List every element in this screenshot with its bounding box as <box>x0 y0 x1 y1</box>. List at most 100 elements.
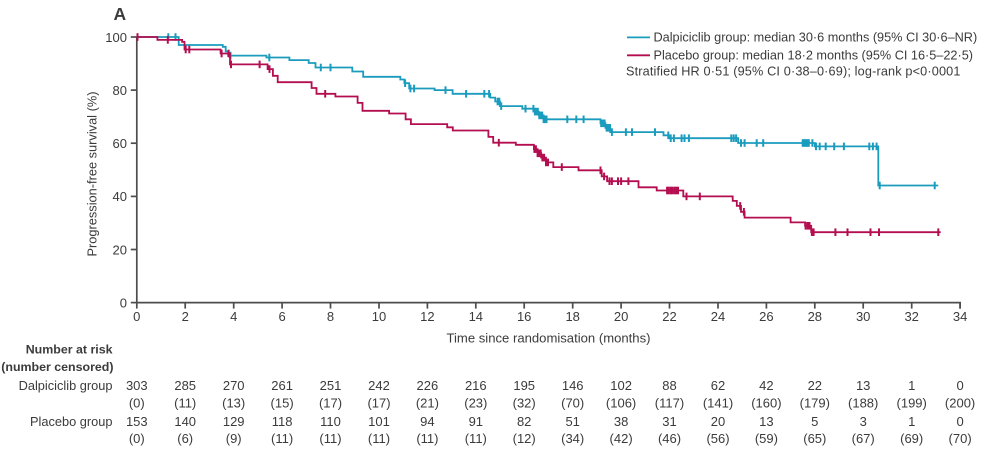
svg-text:8: 8 <box>327 309 334 324</box>
svg-text:(65): (65) <box>803 431 826 446</box>
svg-text:216: 216 <box>465 378 487 393</box>
svg-text:1: 1 <box>908 414 915 429</box>
svg-text:226: 226 <box>417 378 439 393</box>
svg-text:0: 0 <box>120 295 127 310</box>
svg-text:40: 40 <box>113 189 127 204</box>
svg-text:261: 261 <box>271 378 293 393</box>
svg-text:129: 129 <box>223 414 245 429</box>
svg-text:(11): (11) <box>465 431 487 446</box>
svg-text:(12): (12) <box>513 431 536 446</box>
svg-text:Number at risk: Number at risk <box>26 343 113 357</box>
svg-text:(17): (17) <box>367 396 390 411</box>
svg-text:60: 60 <box>113 136 127 151</box>
svg-text:(34): (34) <box>561 431 584 446</box>
svg-text:22: 22 <box>662 309 676 324</box>
svg-text:195: 195 <box>513 378 535 393</box>
svg-text:(160): (160) <box>751 396 781 411</box>
svg-text:34: 34 <box>953 309 967 324</box>
svg-text:0: 0 <box>956 378 963 393</box>
svg-text:118: 118 <box>272 414 293 429</box>
svg-text:(67): (67) <box>852 431 875 446</box>
svg-text:51: 51 <box>565 414 579 429</box>
svg-text:140: 140 <box>174 414 196 429</box>
svg-text:2: 2 <box>182 309 189 324</box>
svg-text:62: 62 <box>711 378 725 393</box>
svg-text:153: 153 <box>126 414 148 429</box>
svg-text:(15): (15) <box>271 396 294 411</box>
svg-text:38: 38 <box>614 414 628 429</box>
svg-text:14: 14 <box>469 309 483 324</box>
svg-text:(6): (6) <box>177 431 193 446</box>
svg-text:270: 270 <box>223 378 245 393</box>
svg-text:0: 0 <box>133 309 140 324</box>
svg-text:12: 12 <box>420 309 434 324</box>
svg-text:13: 13 <box>759 414 773 429</box>
svg-text:A: A <box>114 4 127 24</box>
svg-text:91: 91 <box>469 414 483 429</box>
svg-text:(141): (141) <box>703 396 733 411</box>
svg-text:(188): (188) <box>848 396 878 411</box>
svg-text:(70): (70) <box>949 431 972 446</box>
svg-text:13: 13 <box>856 378 870 393</box>
svg-text:(23): (23) <box>464 396 487 411</box>
svg-text:32: 32 <box>904 309 918 324</box>
svg-text:(11): (11) <box>319 431 341 446</box>
svg-text:285: 285 <box>174 378 196 393</box>
svg-text:(11): (11) <box>174 396 196 411</box>
svg-text:(number censored): (number censored) <box>1 360 113 374</box>
svg-text:303: 303 <box>126 378 148 393</box>
svg-text:20: 20 <box>711 414 725 429</box>
svg-text:20: 20 <box>113 242 127 257</box>
svg-text:(21): (21) <box>416 396 439 411</box>
svg-text:80: 80 <box>113 83 127 98</box>
svg-text:26: 26 <box>759 309 773 324</box>
svg-text:94: 94 <box>420 414 434 429</box>
svg-text:1: 1 <box>908 378 915 393</box>
svg-text:Time since randomisation (mont: Time since randomisation (months) <box>447 330 651 345</box>
svg-text:(11): (11) <box>416 431 438 446</box>
svg-text:(106): (106) <box>606 396 636 411</box>
svg-text:(200): (200) <box>945 396 975 411</box>
svg-text:82: 82 <box>517 414 531 429</box>
svg-text:251: 251 <box>320 378 342 393</box>
svg-text:(70): (70) <box>561 396 584 411</box>
svg-text:(0): (0) <box>129 431 145 446</box>
svg-text:24: 24 <box>711 309 725 324</box>
svg-text:4: 4 <box>230 309 237 324</box>
svg-text:Progression-free survival (%): Progression-free survival (%) <box>85 92 100 257</box>
svg-text:Placebo group: Placebo group <box>30 414 113 429</box>
svg-text:(46): (46) <box>658 431 681 446</box>
svg-text:(0): (0) <box>129 396 145 411</box>
svg-text:(59): (59) <box>755 431 778 446</box>
svg-text:(9): (9) <box>226 431 242 446</box>
svg-text:146: 146 <box>562 378 584 393</box>
svg-text:42: 42 <box>759 378 773 393</box>
svg-text:Placebo group: median 18·2 mon: Placebo group: median 18·2 months (95% C… <box>654 49 974 63</box>
svg-text:22: 22 <box>808 378 822 393</box>
svg-text:242: 242 <box>368 378 390 393</box>
svg-text:6: 6 <box>278 309 285 324</box>
svg-text:100: 100 <box>105 30 127 45</box>
svg-text:(11): (11) <box>368 431 390 446</box>
svg-text:(117): (117) <box>655 396 684 411</box>
svg-text:3: 3 <box>860 414 867 429</box>
svg-text:5: 5 <box>811 414 818 429</box>
svg-text:(199): (199) <box>897 396 927 411</box>
svg-text:101: 101 <box>368 414 390 429</box>
svg-text:(42): (42) <box>610 431 633 446</box>
svg-text:16: 16 <box>517 309 531 324</box>
svg-text:(179): (179) <box>800 396 830 411</box>
svg-text:(32): (32) <box>513 396 536 411</box>
svg-text:18: 18 <box>565 309 579 324</box>
svg-text:(11): (11) <box>271 431 293 446</box>
svg-text:Dalpiciclib group: Dalpiciclib group <box>19 378 113 393</box>
svg-text:28: 28 <box>808 309 822 324</box>
svg-text:31: 31 <box>662 414 676 429</box>
svg-text:0: 0 <box>956 414 963 429</box>
svg-text:10: 10 <box>372 309 386 324</box>
svg-text:(17): (17) <box>319 396 342 411</box>
svg-text:102: 102 <box>610 378 632 393</box>
svg-text:(13): (13) <box>222 396 245 411</box>
svg-text:20: 20 <box>614 309 628 324</box>
svg-text:Stratified HR 0·51 (95% CI 0·3: Stratified HR 0·51 (95% CI 0·38–0·69); l… <box>626 65 961 79</box>
